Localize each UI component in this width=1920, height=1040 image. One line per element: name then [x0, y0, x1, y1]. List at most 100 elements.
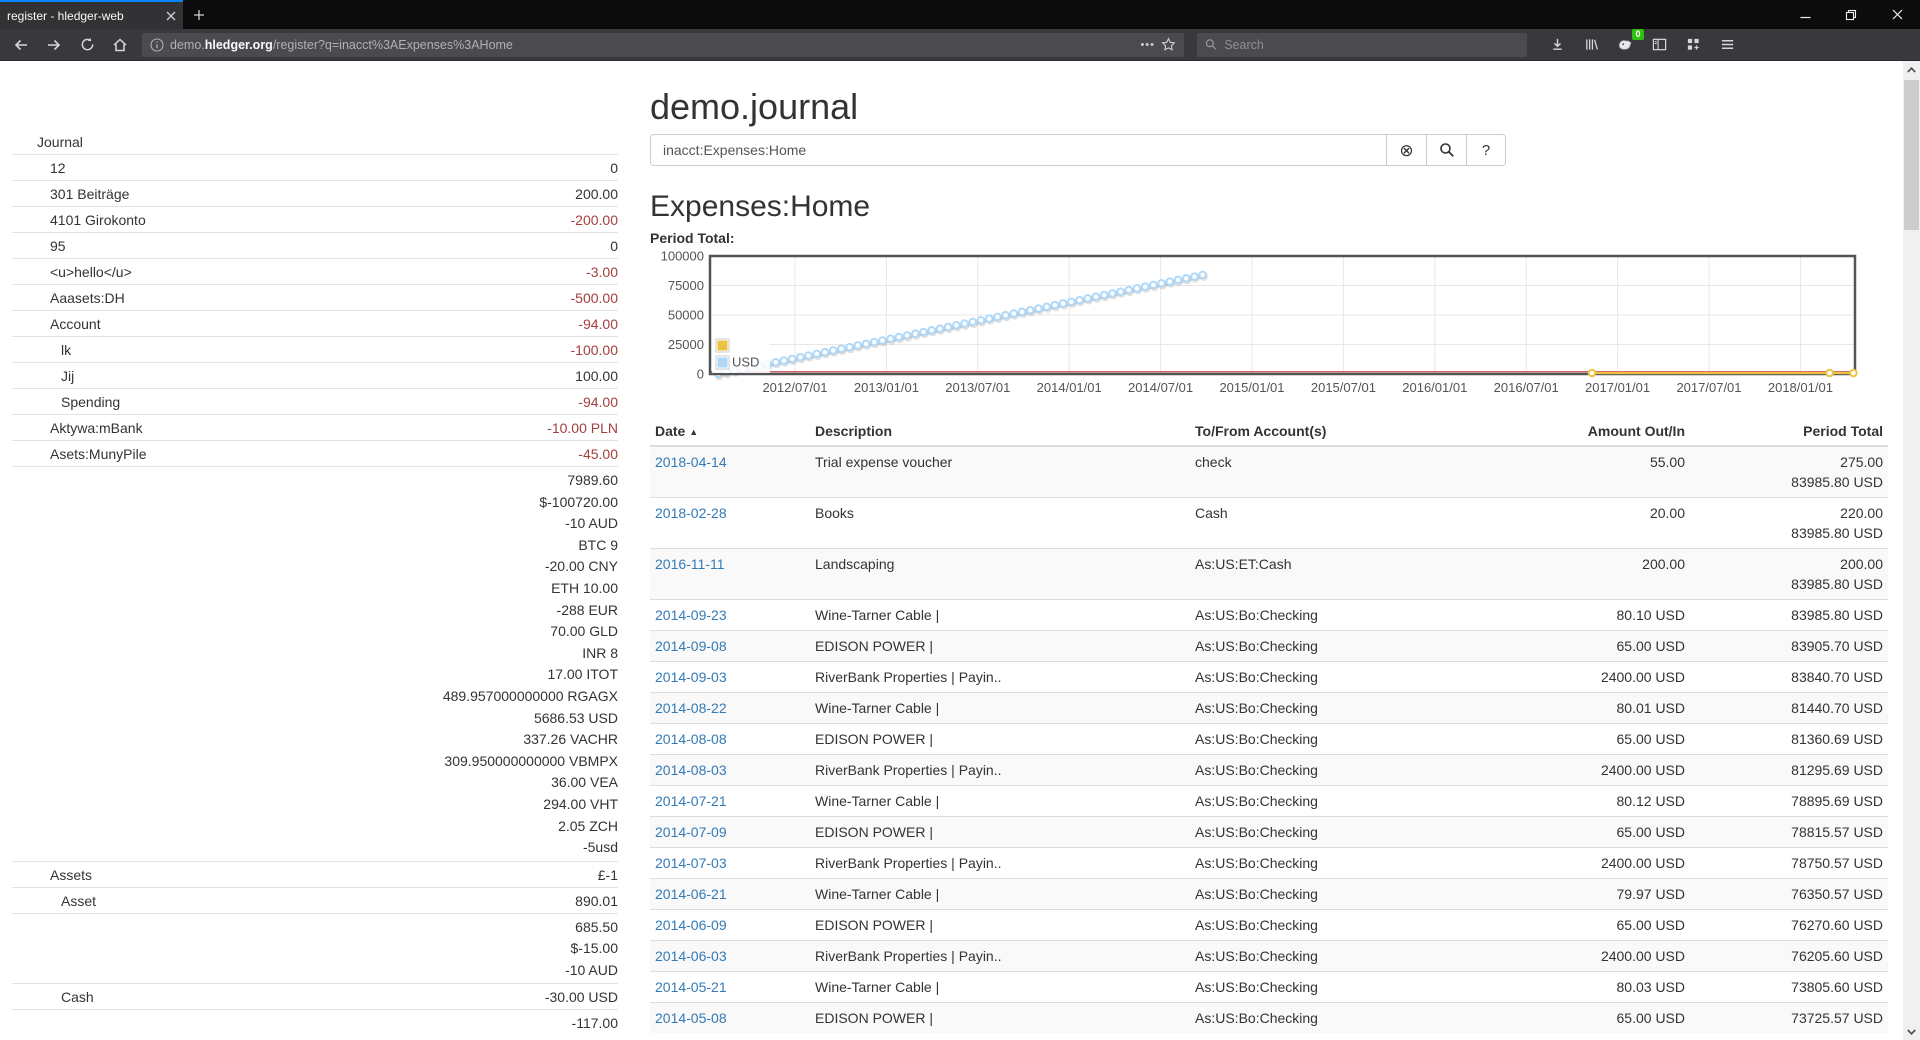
tab-close-icon[interactable] [166, 11, 176, 21]
transaction-account: As:US:Bo:Checking [1190, 940, 1490, 972]
scrollbar-thumb[interactable] [1904, 80, 1919, 230]
restore-button[interactable] [1828, 0, 1874, 29]
sidebar-row: 95 0 [12, 232, 618, 258]
bookmark-star-icon[interactable] [1161, 37, 1176, 52]
browser-search-field[interactable] [1197, 32, 1527, 57]
transaction-date-link[interactable]: 2014-07-03 [655, 855, 727, 871]
search-button[interactable] [1426, 134, 1466, 166]
site-info-icon[interactable] [150, 37, 164, 52]
minimize-button[interactable] [1782, 0, 1828, 29]
close-window-button[interactable] [1874, 0, 1920, 29]
query-input[interactable] [650, 134, 1386, 166]
period-total-label: Period Total: [650, 230, 735, 246]
back-button[interactable] [6, 32, 36, 58]
url-bar[interactable]: demo.hledger.org/register?q=inacct%3AExp… [142, 32, 1184, 57]
sidebar-row: 12 0 [12, 154, 618, 180]
transaction-date-link[interactable]: 2014-09-23 [655, 607, 727, 623]
register-row[interactable]: 2014-07-09 EDISON POWER | As:US:Bo:Checkin… [650, 816, 1888, 848]
register-row[interactable]: 2014-08-22 Wine-Tarner Cable | As:US:Bo:Ch… [650, 692, 1888, 724]
sidebar-account-link[interactable]: Spending [61, 394, 121, 410]
menu-hamburger-icon[interactable] [1712, 32, 1742, 58]
sidebar-account-link[interactable]: Asset [61, 892, 97, 909]
activity-grid-icon[interactable] [1678, 32, 1708, 58]
register-row[interactable]: 2014-07-03 RiverBank Properties | Payin..… [650, 847, 1888, 879]
register-row[interactable]: 2018-02-28 Books Cash 20.00 220.00 83985.80 U… [650, 497, 1888, 549]
sidebar-account-link[interactable]: Assets [50, 866, 93, 883]
svg-text:75000: 75000 [668, 278, 704, 293]
register-row[interactable]: 2014-05-08 EDISON POWER | As:US:Bo:Checkin… [650, 1002, 1888, 1033]
register-row[interactable]: 2014-07-21 Wine-Tarner Cable | As:US:Bo:Ch… [650, 785, 1888, 817]
register-row[interactable]: 2014-08-03 RiverBank Properties | Payin..… [650, 754, 1888, 786]
transaction-date-link[interactable]: 2014-06-03 [655, 948, 727, 964]
transaction-date-link[interactable]: 2014-07-21 [655, 793, 727, 809]
clear-query-button[interactable]: ⊗ [1386, 134, 1426, 166]
sidebar-account-link[interactable]: Account [50, 316, 101, 332]
transaction-date-link[interactable]: 2014-06-21 [655, 886, 727, 902]
register-row[interactable]: 2014-06-03 RiverBank Properties | Payin..… [650, 940, 1888, 972]
transaction-account: As:US:ET:Cash [1190, 548, 1490, 600]
sidebar-account-link[interactable]: 95 [50, 238, 66, 254]
column-header-description[interactable]: Description [810, 415, 1190, 447]
sidebar-account-link[interactable]: 4101 Girokonto [50, 212, 146, 228]
column-header-date[interactable]: Date ▲ [650, 415, 810, 447]
scroll-up-arrow[interactable] [1903, 61, 1920, 78]
transaction-date-link[interactable]: 2018-04-14 [655, 454, 727, 470]
sidebar-account-link[interactable]: Cash [61, 989, 94, 1006]
transaction-date-link[interactable]: 2014-05-08 [655, 1010, 727, 1026]
scroll-down-arrow[interactable] [1903, 1023, 1920, 1040]
register-row[interactable]: 2014-05-21 Wine-Tarner Cable | As:US:Bo:Ch… [650, 971, 1888, 1003]
new-tab-button[interactable] [183, 0, 215, 29]
transaction-date-link[interactable]: 2014-08-03 [655, 762, 727, 778]
library-icon[interactable] [1576, 32, 1606, 58]
register-row[interactable]: 2014-08-08 EDISON POWER | As:US:Bo:Checkin… [650, 723, 1888, 755]
sidebar-account-link[interactable]: Asets:MunyPile [50, 446, 147, 462]
extension-icon[interactable]: 0 [1610, 28, 1644, 58]
register-row[interactable]: 2014-09-03 RiverBank Properties | Payin..… [650, 661, 1888, 693]
sidebar-row: Journal [12, 129, 618, 154]
help-button[interactable]: ? [1466, 134, 1506, 166]
transaction-date-link[interactable]: 2018-02-28 [655, 505, 727, 521]
sidebar-account-link[interactable]: Aaasets:DH [50, 290, 125, 306]
page-actions-icon[interactable]: ••• [1140, 38, 1155, 51]
sidebar-account-link[interactable]: lk [61, 342, 72, 358]
register-row[interactable]: 2014-06-09 EDISON POWER | As:US:Bo:Checkin… [650, 909, 1888, 941]
column-header-period-total[interactable]: Period Total [1690, 415, 1888, 447]
reload-button[interactable] [72, 32, 102, 58]
register-row[interactable]: 2014-09-08 EDISON POWER | As:US:Bo:Checkin… [650, 630, 1888, 662]
svg-text:USD: USD [732, 355, 759, 370]
svg-text:100000: 100000 [661, 249, 704, 264]
transaction-amount: 65.00 USD [1490, 630, 1690, 662]
home-button[interactable] [105, 32, 135, 58]
register-row[interactable]: 2016-11-11 Landscaping As:US:ET:Cash 200.00… [650, 548, 1888, 600]
transaction-date-link[interactable]: 2014-05-21 [655, 979, 727, 995]
transaction-date-link[interactable]: 2016-11-11 [655, 556, 725, 572]
url-text: demo.hledger.org/register?q=inacct%3AExp… [170, 37, 513, 52]
sidebar-account-link[interactable]: Jij [61, 368, 75, 384]
transaction-date-link[interactable]: 2014-08-22 [655, 700, 727, 716]
transaction-amount: 65.00 USD [1490, 909, 1690, 941]
register-row[interactable]: 2014-09-23 Wine-Tarner Cable | As:US:Bo:Ch… [650, 599, 1888, 631]
browser-search-input[interactable] [1224, 37, 1519, 52]
register-row[interactable]: 2014-06-21 Wine-Tarner Cable | As:US:Bo:Ch… [650, 878, 1888, 910]
transaction-date-link[interactable]: 2014-08-08 [655, 731, 727, 747]
sidebar-account-link[interactable]: <u>hello</u> [50, 264, 132, 280]
transaction-date-link[interactable]: 2014-06-09 [655, 917, 727, 933]
transaction-account: As:US:Bo:Checking [1190, 909, 1490, 941]
sidebar-account-link[interactable]: 301 Beiträge [50, 186, 130, 202]
transaction-date-link[interactable]: 2014-09-08 [655, 638, 727, 654]
page-scrollbar[interactable] [1903, 61, 1920, 1040]
column-header-account[interactable]: To/From Account(s) [1190, 415, 1490, 447]
transaction-amount: 2400.00 USD [1490, 940, 1690, 972]
sidebar-account-link[interactable]: Journal [37, 134, 83, 150]
period-total-cell: 81360.69 USD [1690, 723, 1888, 755]
sidebar-account-link[interactable]: 12 [50, 160, 66, 176]
column-header-amount[interactable]: Amount Out/In [1490, 415, 1690, 447]
register-row[interactable]: 2018-04-14 Trial expense voucher check 55.0… [650, 445, 1888, 498]
browser-tab[interactable]: register - hledger-web [0, 0, 183, 29]
forward-button[interactable] [39, 32, 69, 58]
transaction-date-link[interactable]: 2014-07-09 [655, 824, 727, 840]
transaction-date-link[interactable]: 2014-09-03 [655, 669, 727, 685]
sidebar-toggle-icon[interactable] [1644, 32, 1674, 58]
download-icon[interactable] [1542, 32, 1572, 58]
sidebar-account-link[interactable]: Aktywa:mBank [50, 420, 143, 436]
